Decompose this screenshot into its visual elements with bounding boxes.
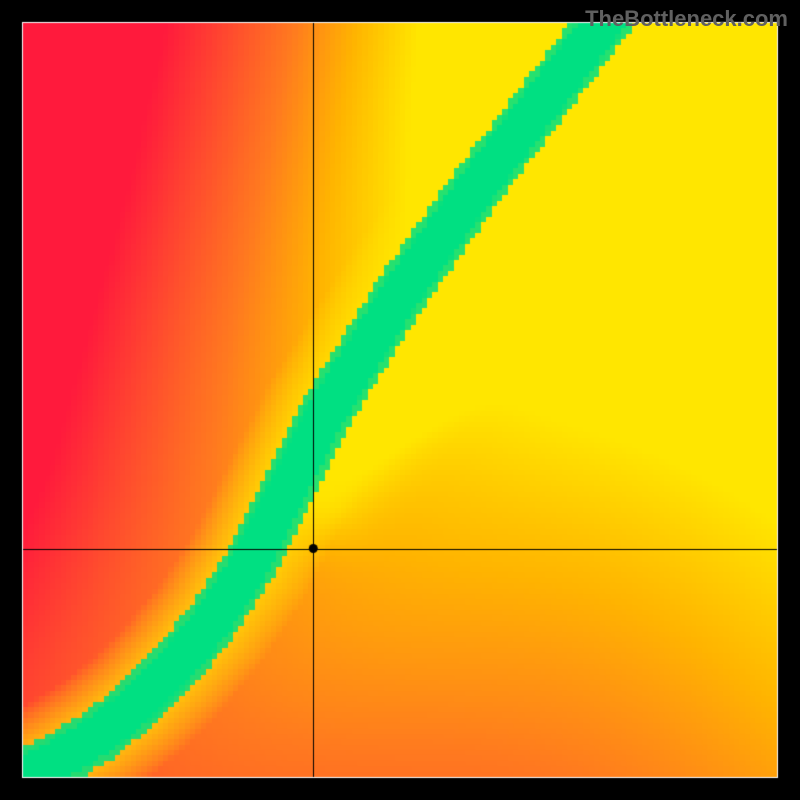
watermark-text: TheBottleneck.com: [585, 6, 788, 32]
chart-container: { "watermark": { "text": "TheBottleneck.…: [0, 0, 800, 800]
bottleneck-heatmap: [0, 0, 800, 800]
